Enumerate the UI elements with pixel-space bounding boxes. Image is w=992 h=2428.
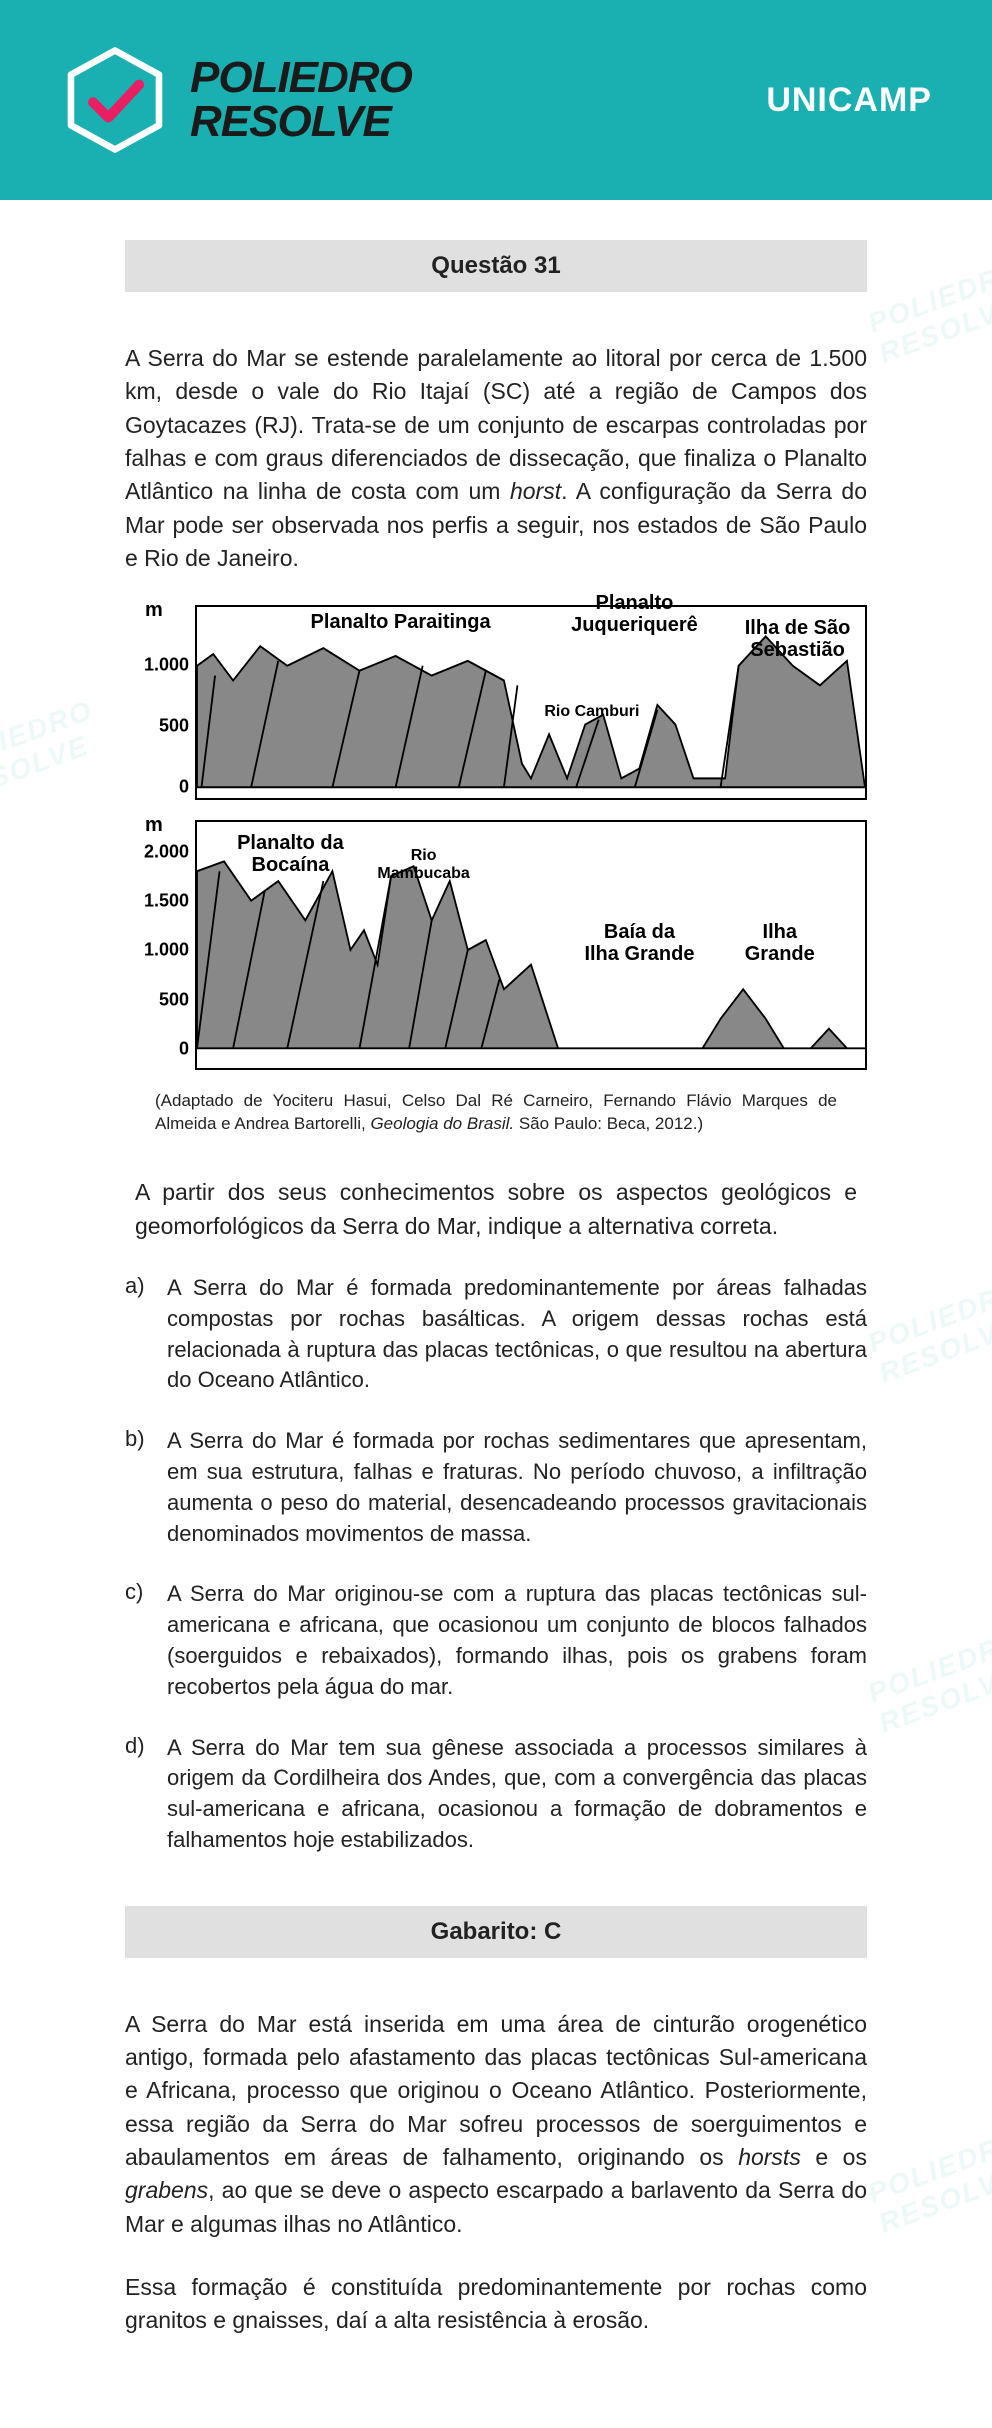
option: b)A Serra do Mar é formada por rochas se… xyxy=(125,1426,867,1549)
content-area: POLIEDRORESOLVE POLIEDRORESOLVE POLIEDRO… xyxy=(0,200,992,2428)
intro-paragraph: A Serra do Mar se estende paralelamente … xyxy=(125,342,867,575)
brand-line2: RESOLVE xyxy=(190,100,412,144)
answer-title: Gabarito: C xyxy=(125,1906,867,1958)
option-text: A Serra do Mar tem sua gênese associada … xyxy=(167,1733,867,1856)
ytick: 0 xyxy=(179,776,189,797)
watermark: POLIEDRORESOLVE xyxy=(0,694,108,810)
option: c)A Serra do Mar originou-se com a ruptu… xyxy=(125,1579,867,1702)
ytick: 500 xyxy=(159,715,189,736)
ytick: 0 xyxy=(179,1038,189,1059)
chart-label: PlanaltoJuqueriquerê xyxy=(571,592,698,636)
answer-para1: A Serra do Mar está inserida em uma área… xyxy=(125,2008,867,2241)
watermark: POLIEDRORESOLVE xyxy=(864,1624,992,1740)
option-letter: d) xyxy=(125,1733,153,1856)
option: d)A Serra do Mar tem sua gênese associad… xyxy=(125,1733,867,1856)
exam-name: UNICAMP xyxy=(766,81,932,120)
option-letter: b) xyxy=(125,1426,153,1549)
option-text: A Serra do Mar é formada por rochas sedi… xyxy=(167,1426,867,1549)
watermark: POLIEDRORESOLVE xyxy=(864,2124,992,2240)
option-letter: a) xyxy=(125,1273,153,1396)
chart-label: Baía daIlha Grande xyxy=(584,921,694,965)
chart2-unit: m xyxy=(145,814,163,837)
watermark: POLIEDRORESOLVE xyxy=(864,1274,992,1390)
answer-para2: Essa formação é constituída predominante… xyxy=(125,2271,867,2338)
option-letter: c) xyxy=(125,1579,153,1702)
ytick: 1.000 xyxy=(144,940,189,961)
option-text: A Serra do Mar originou-se com a ruptura… xyxy=(167,1579,867,1702)
chart-label: Rio Camburi xyxy=(544,703,639,721)
brand-line1: POLIEDRO xyxy=(190,56,412,100)
option-text: A Serra do Mar é formada predominantemen… xyxy=(167,1273,867,1396)
chart-label: Planalto Paraitinga xyxy=(311,611,491,633)
page-header: POLIEDRO RESOLVE UNICAMP xyxy=(0,0,992,200)
chart1-unit: m xyxy=(145,599,163,622)
question-prompt: A partir dos seus conhecimentos sobre os… xyxy=(125,1176,867,1243)
profile-charts: m Planalto ParaitingaPlanaltoJuqueriquer… xyxy=(125,605,867,1070)
chart-label: RioMambucaba xyxy=(377,847,469,882)
ytick: 500 xyxy=(159,989,189,1010)
question-title: Questão 31 xyxy=(125,240,867,292)
chart-label: Ilha de SãoSebastião xyxy=(745,617,851,661)
watermark: POLIEDRORESOLVE xyxy=(864,254,992,370)
ytick: 1.000 xyxy=(144,654,189,675)
option: a)A Serra do Mar é formada predominantem… xyxy=(125,1273,867,1396)
brand-block: POLIEDRO RESOLVE xyxy=(60,45,412,155)
chart-label: IlhaGrande xyxy=(745,921,815,965)
chart1-box: Planalto ParaitingaPlanaltoJuqueriquerêI… xyxy=(195,605,867,800)
logo-icon xyxy=(60,45,170,155)
chart-label: Planalto daBocaína xyxy=(237,832,344,876)
ytick: 2.000 xyxy=(144,841,189,862)
ytick: 1.500 xyxy=(144,891,189,912)
options-list: a)A Serra do Mar é formada predominantem… xyxy=(125,1273,867,1856)
brand-text: POLIEDRO RESOLVE xyxy=(190,56,412,144)
chart-caption: (Adaptado de Yociteru Hasui, Celso Dal R… xyxy=(125,1090,867,1136)
chart2-box: Planalto daBocaína RioMambucaba Baía daIlh… xyxy=(195,820,867,1070)
